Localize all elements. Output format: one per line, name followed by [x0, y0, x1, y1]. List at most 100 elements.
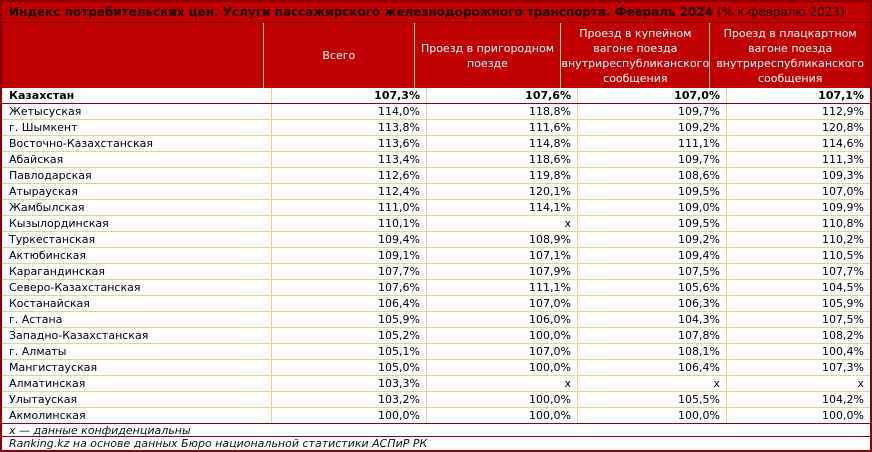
table-row: г. Астана 105,9% 106,0% 104,3% 107,5%: [2, 312, 870, 328]
value-cell-suburban-train: 107,1%: [427, 248, 578, 263]
value-cell-coupe-car: 108,6%: [578, 168, 727, 183]
value-cell-platzkart-car: 109,3%: [822, 169, 864, 182]
value-cell-platzkart-car: 110,5%: [822, 249, 864, 262]
value-cell-suburban-train: 111,6%: [427, 120, 578, 135]
value-cell-suburban-train: 107,0%: [427, 344, 578, 359]
value-cell-total: 112,4%: [272, 184, 427, 199]
value-cell-coupe-car: 109,7%: [578, 152, 727, 167]
value-cell-coupe-car: 100,0%: [578, 408, 727, 423]
table-row: Северо-Казахстанская 107,6% 111,1% 105,6…: [2, 280, 870, 296]
value-cell-platzkart-car: 109,9%: [822, 201, 864, 214]
value-cell-platzkart-car: 107,3%: [822, 361, 864, 374]
value-cell-coupe-car: 109,7%: [578, 104, 727, 119]
value-cell-suburban-train: 111,1%: [427, 280, 578, 295]
value-cell-platzkart-car: 104,5%: [822, 281, 864, 294]
region-cell: Павлодарская: [2, 168, 272, 183]
table-row: Атырауская 112,4% 120,1% 109,5% 107,0%: [2, 184, 870, 200]
value-cell-coupe-car: 105,6%: [578, 280, 727, 295]
value-cell-total: 114,0%: [272, 104, 427, 119]
value-cell-platzkart-car: x: [857, 377, 864, 390]
value-cell-suburban-train: 119,8%: [427, 168, 578, 183]
table-row: Мангистауская 105,0% 100,0% 106,4% 107,3…: [2, 360, 870, 376]
table-row: Казахстан 107,3% 107,6% 107,0% 107,1%: [2, 88, 870, 104]
value-cell-total: 100,0%: [272, 408, 427, 423]
value-cell-coupe-car: 109,5%: [578, 216, 727, 231]
value-cell-coupe-car: 106,3%: [578, 296, 727, 311]
value-cell-coupe-car: x: [578, 376, 727, 391]
value-cell-platzkart-car: 110,2%: [822, 233, 864, 246]
table-row: Павлодарская 112,6% 119,8% 108,6% 109,3%: [2, 168, 870, 184]
region-cell: Мангистауская: [2, 360, 272, 375]
table-row: Западно-Казахстанская 105,2% 100,0% 107,…: [2, 328, 870, 344]
value-cell-total: 105,0%: [272, 360, 427, 375]
value-cell-total: 107,3%: [272, 88, 427, 103]
value-cell-coupe-car: 107,5%: [578, 264, 727, 279]
table-body: Казахстан 107,3% 107,6% 107,0% 107,1% Же…: [2, 88, 870, 424]
value-cell-coupe-car: 109,2%: [578, 120, 727, 135]
value-cell-suburban-train: 118,8%: [427, 104, 578, 119]
region-cell: Туркестанская: [2, 232, 272, 247]
value-cell-coupe-car: 106,4%: [578, 360, 727, 375]
region-cell: Акмолинская: [2, 408, 272, 423]
value-cell-coupe-car: 108,1%: [578, 344, 727, 359]
table-row: Туркестанская 109,4% 108,9% 109,2% 110,2…: [2, 232, 870, 248]
value-cell-suburban-train: 114,1%: [427, 200, 578, 215]
table-row: Восточно-Казахстанская 113,6% 114,8% 111…: [2, 136, 870, 152]
region-cell: Восточно-Казахстанская: [2, 136, 272, 151]
value-cell-suburban-train: 107,6%: [427, 88, 578, 103]
value-cell-suburban-train: 100,0%: [427, 360, 578, 375]
value-cell-total: 110,1%: [272, 216, 427, 231]
value-cell-total: 105,9%: [272, 312, 427, 327]
table-row: Улытауская 103,2% 100,0% 105,5% 104,2%: [2, 392, 870, 408]
value-cell-platzkart-car: 107,1%: [818, 89, 864, 102]
region-cell: Атырауская: [2, 184, 272, 199]
table-row: Карагандинская 107,7% 107,9% 107,5% 107,…: [2, 264, 870, 280]
table-row: Абайская 113,4% 118,6% 109,7% 111,3%: [2, 152, 870, 168]
region-cell: Западно-Казахстанская: [2, 328, 272, 343]
header-cell-coupe-car: Проезд в купейном вагоне поезда внутрире…: [561, 23, 711, 88]
value-cell-total: 111,0%: [272, 200, 427, 215]
value-cell-total: 106,4%: [272, 296, 427, 311]
region-cell: Жамбылская: [2, 200, 272, 215]
value-cell-suburban-train: 107,9%: [427, 264, 578, 279]
value-cell-total: 113,4%: [272, 152, 427, 167]
header-cell-suburban-train: Проезд в пригородном поезде: [415, 23, 562, 88]
value-cell-platzkart-car: 108,2%: [822, 329, 864, 342]
value-cell-total: 109,4%: [272, 232, 427, 247]
value-cell-coupe-car: 109,2%: [578, 232, 727, 247]
value-cell-coupe-car: 105,5%: [578, 392, 727, 407]
value-cell-suburban-train: 106,0%: [427, 312, 578, 327]
value-cell-suburban-train: 118,6%: [427, 152, 578, 167]
value-cell-platzkart-car: 112,9%: [822, 105, 864, 118]
value-cell-platzkart-car: 110,8%: [822, 217, 864, 230]
value-cell-platzkart-car: 100,0%: [822, 409, 864, 422]
footnote: x — данные конфиденциальны: [2, 424, 870, 437]
table-row: Костанайская 106,4% 107,0% 106,3% 105,9%: [2, 296, 870, 312]
value-cell-suburban-train: 108,9%: [427, 232, 578, 247]
table-row: г. Алматы 105,1% 107,0% 108,1% 100,4%: [2, 344, 870, 360]
value-cell-platzkart-car: 111,3%: [822, 153, 864, 166]
value-cell-platzkart-car: 114,6%: [822, 137, 864, 150]
value-cell-total: 112,6%: [272, 168, 427, 183]
value-cell-suburban-train: 100,0%: [427, 392, 578, 407]
value-cell-suburban-train: 107,0%: [427, 296, 578, 311]
value-cell-platzkart-car: 107,7%: [822, 265, 864, 278]
value-cell-coupe-car: 109,4%: [578, 248, 727, 263]
value-cell-coupe-car: 107,8%: [578, 328, 727, 343]
value-cell-total: 109,1%: [272, 248, 427, 263]
page-title: Индекс потребительских цен. Услуги пасса…: [9, 5, 714, 19]
value-cell-platzkart-car: 120,8%: [822, 121, 864, 134]
region-cell: г. Шымкент: [2, 120, 272, 135]
region-cell: Жетысуская: [2, 104, 272, 119]
table-header: Всего Проезд в пригородном поезде Проезд…: [2, 23, 870, 88]
header-cell-total: Всего: [264, 23, 415, 88]
value-cell-suburban-train: x: [427, 376, 578, 391]
value-cell-total: 103,2%: [272, 392, 427, 407]
value-cell-suburban-train: 100,0%: [427, 408, 578, 423]
region-cell: Кызылординская: [2, 216, 272, 231]
value-cell-suburban-train: x: [427, 216, 578, 231]
value-cell-platzkart-car: 107,0%: [822, 185, 864, 198]
value-cell-platzkart-car: 105,9%: [822, 297, 864, 310]
value-cell-coupe-car: 109,0%: [578, 200, 727, 215]
value-cell-platzkart-car: 100,4%: [822, 345, 864, 358]
